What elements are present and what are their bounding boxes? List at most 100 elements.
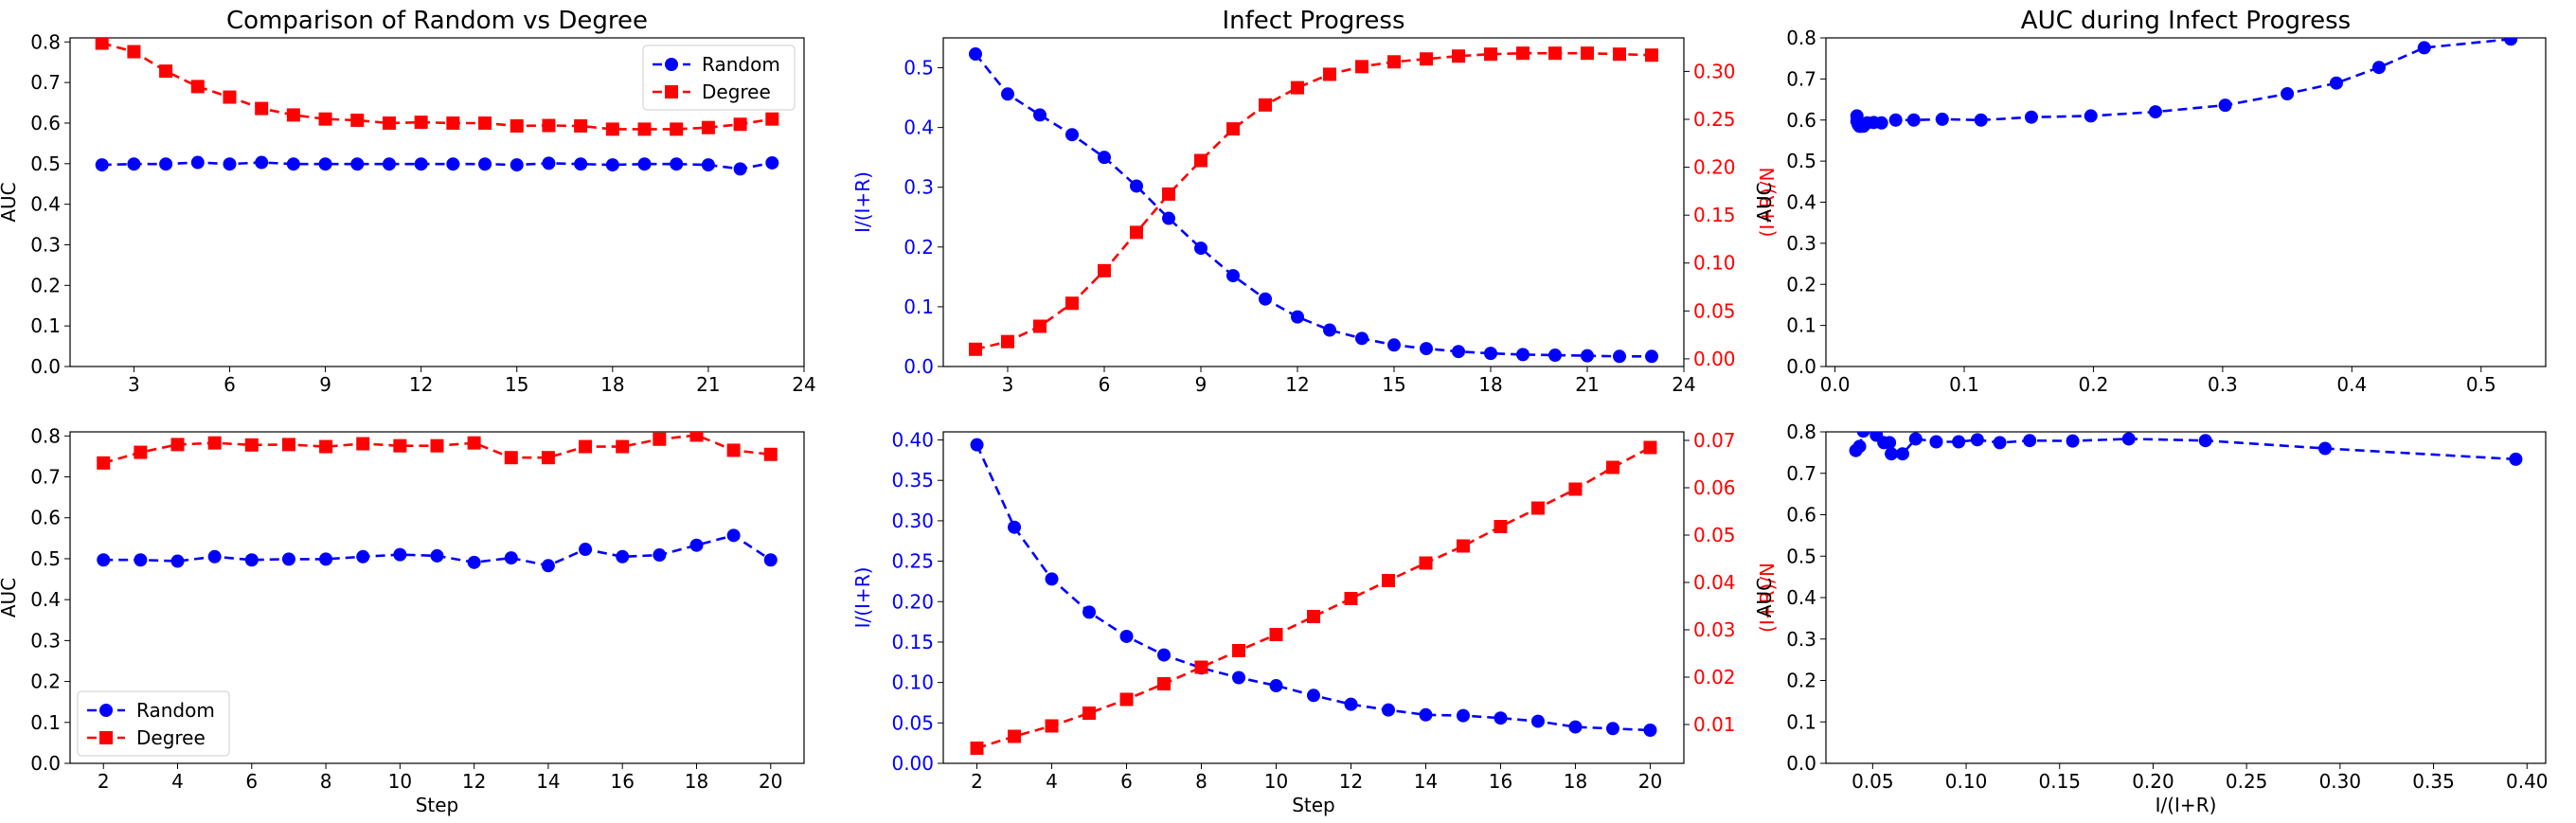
data-point xyxy=(1157,648,1172,662)
data-point xyxy=(190,80,205,94)
data-point xyxy=(1452,49,1465,63)
chart-panel-5: 2 4 6 8 10 12 14 16 18 20 0.00 0.05 0.10 0.15 0.20 0.25… xyxy=(851,429,1779,816)
y-tick-label: 0.30 xyxy=(891,510,934,532)
data-point xyxy=(1162,211,1175,225)
y-right-tick-label: 0.25 xyxy=(1693,108,1736,131)
y-tick-label: 0.3 xyxy=(1786,628,1816,651)
data-point xyxy=(446,116,460,130)
y-tick-label: 0.4 xyxy=(30,588,61,611)
data-point xyxy=(207,549,222,564)
data-point xyxy=(1232,644,1246,657)
y-tick-label: 0.2 xyxy=(1786,273,1816,295)
data-point xyxy=(1226,269,1240,283)
x-tick-label: 0.10 xyxy=(1945,770,1988,793)
data-point xyxy=(763,553,778,567)
data-point xyxy=(356,549,370,564)
series-line xyxy=(975,51,1653,351)
data-point xyxy=(1456,539,1470,553)
data-point xyxy=(95,38,109,50)
data-point xyxy=(605,158,619,172)
series-degree-1 xyxy=(97,432,778,470)
y-tick-label: 0.3 xyxy=(30,629,61,652)
data-point xyxy=(1568,482,1583,496)
data-point xyxy=(1307,689,1320,703)
data-point xyxy=(1008,729,1022,743)
x-tick-label: 0.20 xyxy=(2132,770,2174,793)
series-degree-1 xyxy=(95,38,779,136)
data-point xyxy=(1993,436,2007,450)
y-axis-label: AUC xyxy=(0,182,20,222)
series-line xyxy=(976,446,1652,750)
data-point xyxy=(467,436,481,450)
data-point xyxy=(2329,76,2343,90)
data-point xyxy=(244,438,259,452)
data-point xyxy=(1291,310,1304,324)
plot-area xyxy=(1849,432,2523,466)
data-point xyxy=(969,47,982,62)
legend: Random Degree xyxy=(77,690,230,757)
x-tick-label: 3 xyxy=(128,373,140,396)
x-tick-label: 9 xyxy=(1195,373,1208,396)
data-point xyxy=(510,158,524,172)
data-point xyxy=(579,543,593,557)
y-right-tick-label: 0.30 xyxy=(1693,60,1736,82)
y-right-tick-label: 0.15 xyxy=(1693,204,1736,226)
y-tick-label: 0.1 xyxy=(1786,314,1816,337)
data-point xyxy=(1581,349,1594,363)
x-tick-label: 0.30 xyxy=(2319,770,2362,793)
x-tick-label: 0.25 xyxy=(2226,770,2268,793)
y-tick-label: 0.1 xyxy=(903,295,934,318)
y-tick-label: 0.1 xyxy=(30,314,61,337)
x-tick-label: 24 xyxy=(1672,373,1695,396)
data-point xyxy=(1456,708,1470,723)
y-tick-label: 0.2 xyxy=(30,274,61,296)
y-tick-label: 0.35 xyxy=(891,469,934,492)
data-point xyxy=(127,45,141,59)
series-right-1 xyxy=(969,46,1658,356)
plot-area xyxy=(970,438,1657,755)
y-right-tick-label: 0.05 xyxy=(1693,299,1736,322)
series-left-0 xyxy=(969,47,1658,364)
data-point xyxy=(207,436,222,450)
data-point xyxy=(1974,113,1988,127)
y-tick-label: 0.1 xyxy=(1786,710,1816,733)
axes-frame xyxy=(942,37,1685,367)
data-point xyxy=(1885,447,1899,461)
x-tick-label: 6 xyxy=(1099,373,1111,396)
data-point xyxy=(255,155,269,170)
data-point xyxy=(970,438,984,452)
data-point xyxy=(1001,334,1014,349)
series-line xyxy=(101,161,773,170)
y-tick-label: 0.05 xyxy=(891,711,934,734)
x-tick-label: 6 xyxy=(224,373,236,396)
data-point xyxy=(1452,345,1465,359)
data-point xyxy=(726,443,741,457)
data-point xyxy=(281,552,295,566)
data-point xyxy=(1906,113,1921,127)
series-line xyxy=(101,42,773,131)
data-point xyxy=(1419,707,1433,722)
data-point xyxy=(504,451,518,465)
legend-label: Random xyxy=(702,53,780,76)
x-tick-label: 0.40 xyxy=(2506,770,2549,793)
x-tick-label: 10 xyxy=(1264,770,1288,793)
y-tick-label: 0.6 xyxy=(30,112,61,134)
data-point xyxy=(542,118,556,133)
x-tick-label: 0.5 xyxy=(2466,373,2496,396)
data-point xyxy=(95,158,109,172)
data-point xyxy=(653,548,667,563)
data-point xyxy=(701,158,715,172)
data-point xyxy=(969,342,982,356)
legend-box xyxy=(642,45,796,111)
x-tick-label: 20 xyxy=(1638,770,1662,793)
data-point xyxy=(1226,122,1240,136)
data-point xyxy=(1194,660,1208,674)
x-tick-label: 15 xyxy=(505,373,528,396)
y-tick-label: 0.10 xyxy=(891,671,934,694)
x-tick-label: 21 xyxy=(696,373,720,396)
data-point xyxy=(2504,38,2518,46)
y-right-tick-label: 0.07 xyxy=(1693,429,1736,452)
chart-title: AUC during Infect Progress xyxy=(2021,7,2351,35)
data-point xyxy=(478,157,492,171)
x-axis-label: I/(I+R) xyxy=(2156,794,2217,816)
